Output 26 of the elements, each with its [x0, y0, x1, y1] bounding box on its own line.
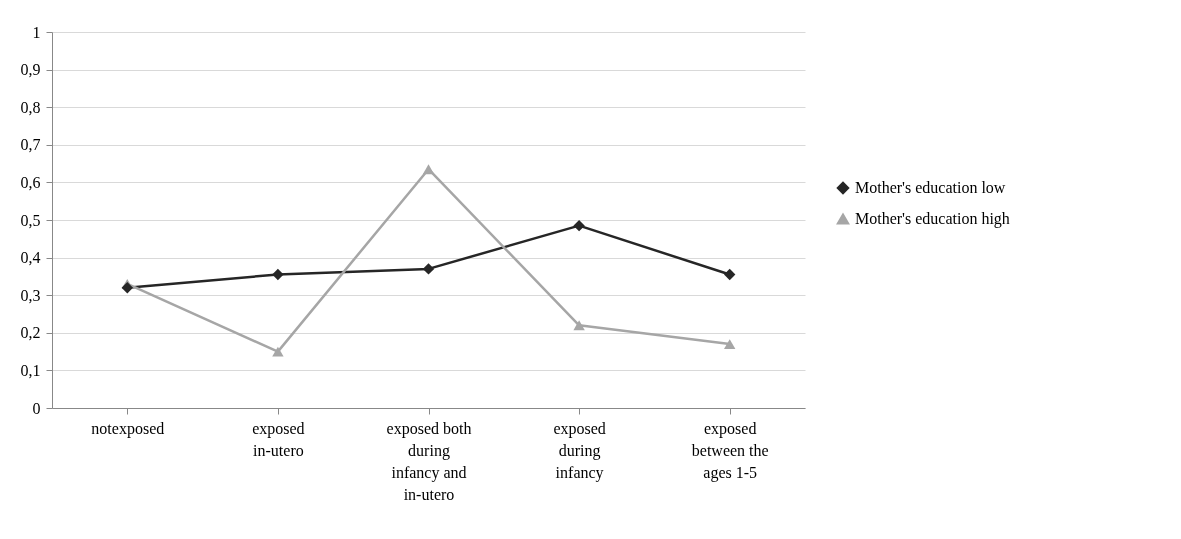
y-tick-label: 0,7	[20, 136, 41, 154]
y-tick-label: 0,2	[20, 324, 41, 342]
legend-label: Mother's education low	[855, 179, 1006, 196]
point	[573, 219, 585, 232]
y-tick-label: 0,8	[20, 98, 41, 116]
point	[272, 346, 284, 357]
point	[422, 164, 435, 175]
y-tick-label: 0,3	[20, 286, 41, 304]
point	[724, 339, 736, 350]
point	[573, 320, 585, 331]
y-tick-label: 0	[32, 399, 41, 417]
point	[121, 281, 133, 294]
x-tick-label: notexposed	[91, 419, 165, 438]
y-tick-label: 1	[32, 23, 41, 41]
x-tick-label: exposed both during infancy and in-utero	[386, 419, 472, 503]
legend-label: Mother's education high	[855, 210, 1010, 228]
x-tick-label: exposed between the ages 1-5	[691, 419, 769, 482]
point	[724, 268, 736, 281]
y-tick-label: 0,9	[20, 61, 41, 79]
y-tick-label: 0,5	[20, 211, 41, 229]
point	[272, 268, 284, 281]
y-tick-label: 0,6	[20, 173, 41, 191]
x-tick-label: exposed in-utero	[252, 419, 305, 459]
y-tick-label: 0,1	[20, 361, 41, 379]
x-tick-label: exposed during infancy	[553, 419, 606, 482]
y-tick-label: 0,4	[20, 249, 41, 267]
